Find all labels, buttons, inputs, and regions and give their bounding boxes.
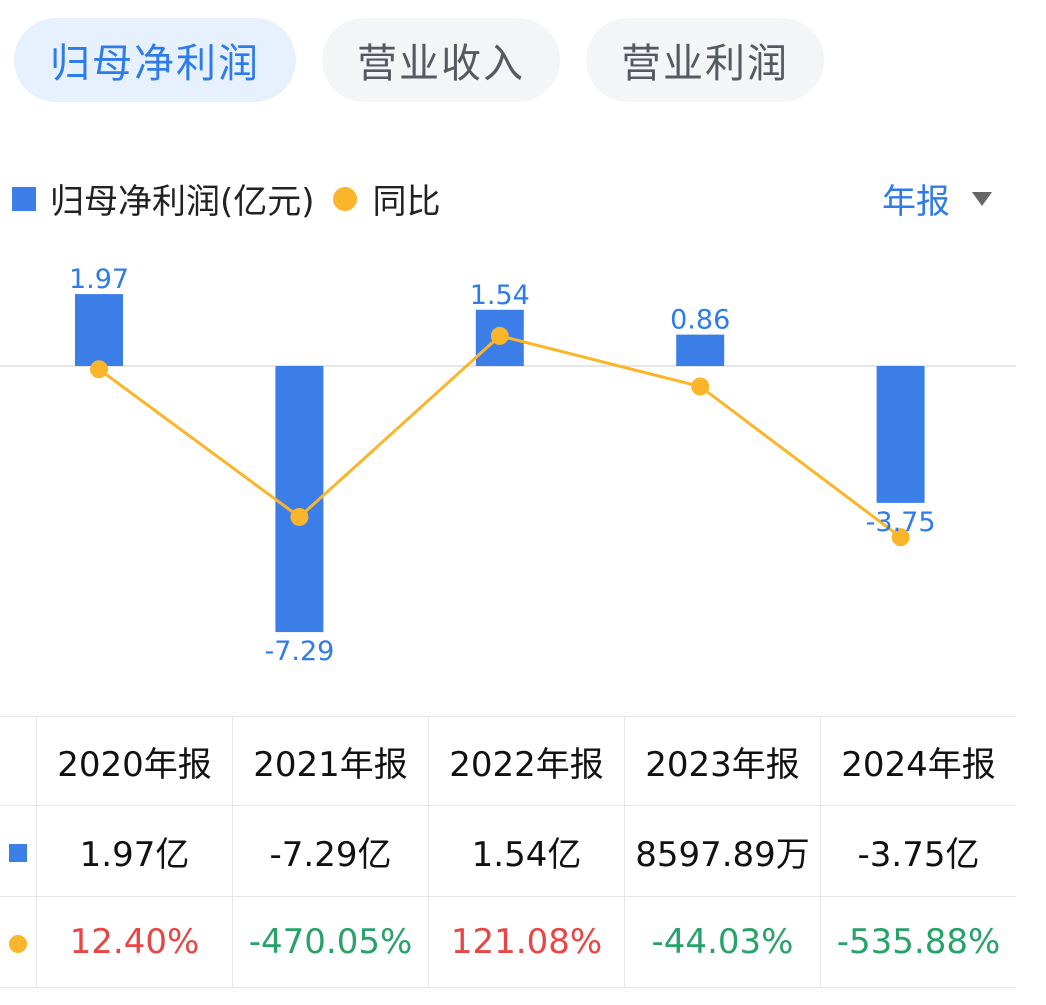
- table-cell: -3.75亿: [820, 805, 1016, 897]
- yoy-point-0: [90, 360, 108, 379]
- table-cell: 12.40%: [36, 896, 233, 988]
- table-cell: 121.08%: [428, 896, 625, 988]
- bar-value-label: 1.97: [69, 264, 129, 295]
- bar-series-marker-icon: [9, 844, 27, 862]
- yoy-point-3: [691, 377, 710, 396]
- line-legend-label: 同比: [372, 182, 441, 222]
- table-cell: 1.54亿: [428, 805, 625, 897]
- bar-legend-swatch: [12, 186, 36, 211]
- table-row-yoy: 12.40% -470.05% 121.08% -44.03% -535.88%: [0, 896, 1016, 988]
- table-corner-cell: [0, 716, 37, 806]
- table-header-cell: 2021年报: [232, 716, 429, 806]
- bar-4: [876, 366, 925, 503]
- row-marker-cell: [0, 805, 37, 897]
- tab-net-profit[interactable]: 归母净利润: [14, 18, 296, 102]
- period-selector[interactable]: 年报: [882, 174, 992, 223]
- tab-revenue[interactable]: 营业收入: [322, 18, 560, 102]
- tab-bar: 归母净利润 营业收入 营业利润: [14, 18, 824, 102]
- bar-1: [275, 366, 324, 633]
- caret-down-icon: [972, 191, 992, 206]
- net-profit-chart: 1.97 -7.29 1.54 0.86 -3.75: [0, 264, 1016, 667]
- table-header-cell: 2023年报: [624, 716, 821, 806]
- table-header-cell: 2024年报: [820, 716, 1016, 806]
- yoy-point-4: [891, 528, 910, 547]
- table-header-cell: 2020年报: [36, 716, 233, 806]
- table-header-row: 2020年报 2021年报 2022年报 2023年报 2024年报: [0, 716, 1016, 806]
- bar-value-label: -3.75: [866, 507, 936, 538]
- bar-legend-label: 归母净利润(亿元): [50, 182, 315, 222]
- bar-value-label: -7.29: [264, 636, 334, 667]
- table-cell: -44.03%: [624, 896, 821, 988]
- row-marker-cell: [0, 896, 37, 988]
- table-row-net-profit: 1.97亿 -7.29亿 1.54亿 8597.89万 -3.75亿: [0, 805, 1016, 897]
- period-selector-value: 年报: [882, 182, 950, 222]
- bar-3: [676, 334, 725, 366]
- table-cell: -7.29亿: [232, 805, 429, 897]
- table-cell: 8597.89万: [624, 805, 821, 897]
- yoy-point-1: [290, 507, 309, 526]
- bar-value-label: 0.86: [670, 305, 730, 336]
- line-series-marker-icon: [9, 935, 27, 953]
- data-table: 2020年报 2021年报 2022年报 2023年报 2024年报 1.97亿…: [0, 716, 1016, 988]
- table-cell: -470.05%: [232, 896, 429, 988]
- tab-operating-profit[interactable]: 营业利润: [586, 18, 824, 102]
- table-cell: -535.88%: [820, 896, 1016, 988]
- bar-0: [75, 294, 123, 366]
- table-cell: 1.97亿: [36, 805, 233, 897]
- yoy-point-2: [490, 326, 509, 345]
- table-header-cell: 2022年报: [428, 716, 625, 806]
- bar-value-label: 1.54: [470, 280, 530, 311]
- chart-legend: 归母净利润(亿元) 同比: [12, 174, 441, 223]
- line-legend-swatch: [332, 186, 357, 211]
